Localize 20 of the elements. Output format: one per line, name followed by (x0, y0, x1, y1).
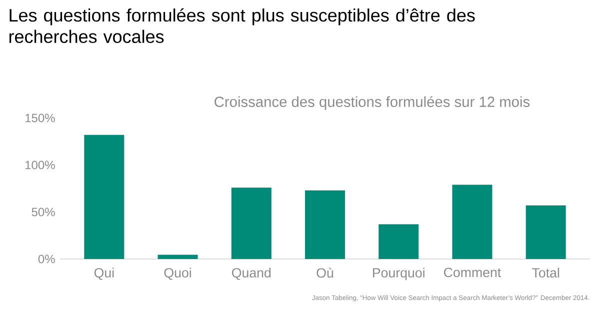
y-tick-label: 0% (38, 254, 55, 264)
x-tick-label: Où (316, 268, 334, 278)
bar (452, 184, 492, 259)
bar (231, 188, 272, 259)
y-tick-label: 50% (32, 208, 55, 216)
x-tick-label: Quand (232, 268, 271, 280)
x-tick-label: Pourquoi (373, 268, 424, 280)
bar (526, 205, 566, 259)
x-tick-label: Qui (94, 268, 114, 280)
bar (84, 134, 124, 259)
y-tick-label: 100% (26, 160, 55, 170)
chart-subtitle: Croissance des questions formulées sur 12 mois (214, 96, 530, 110)
bar (378, 224, 419, 259)
y-tick-label: 150% (26, 114, 55, 122)
bar (158, 254, 198, 259)
bar (305, 190, 345, 259)
x-tick-label: Comment (444, 268, 502, 278)
chart-title: Les questions formulées sont plus susceptibles d’être des recherches vocales (9, 8, 475, 44)
x-tick-label: Total (532, 268, 560, 278)
x-tick-label: Quoi (164, 268, 191, 280)
